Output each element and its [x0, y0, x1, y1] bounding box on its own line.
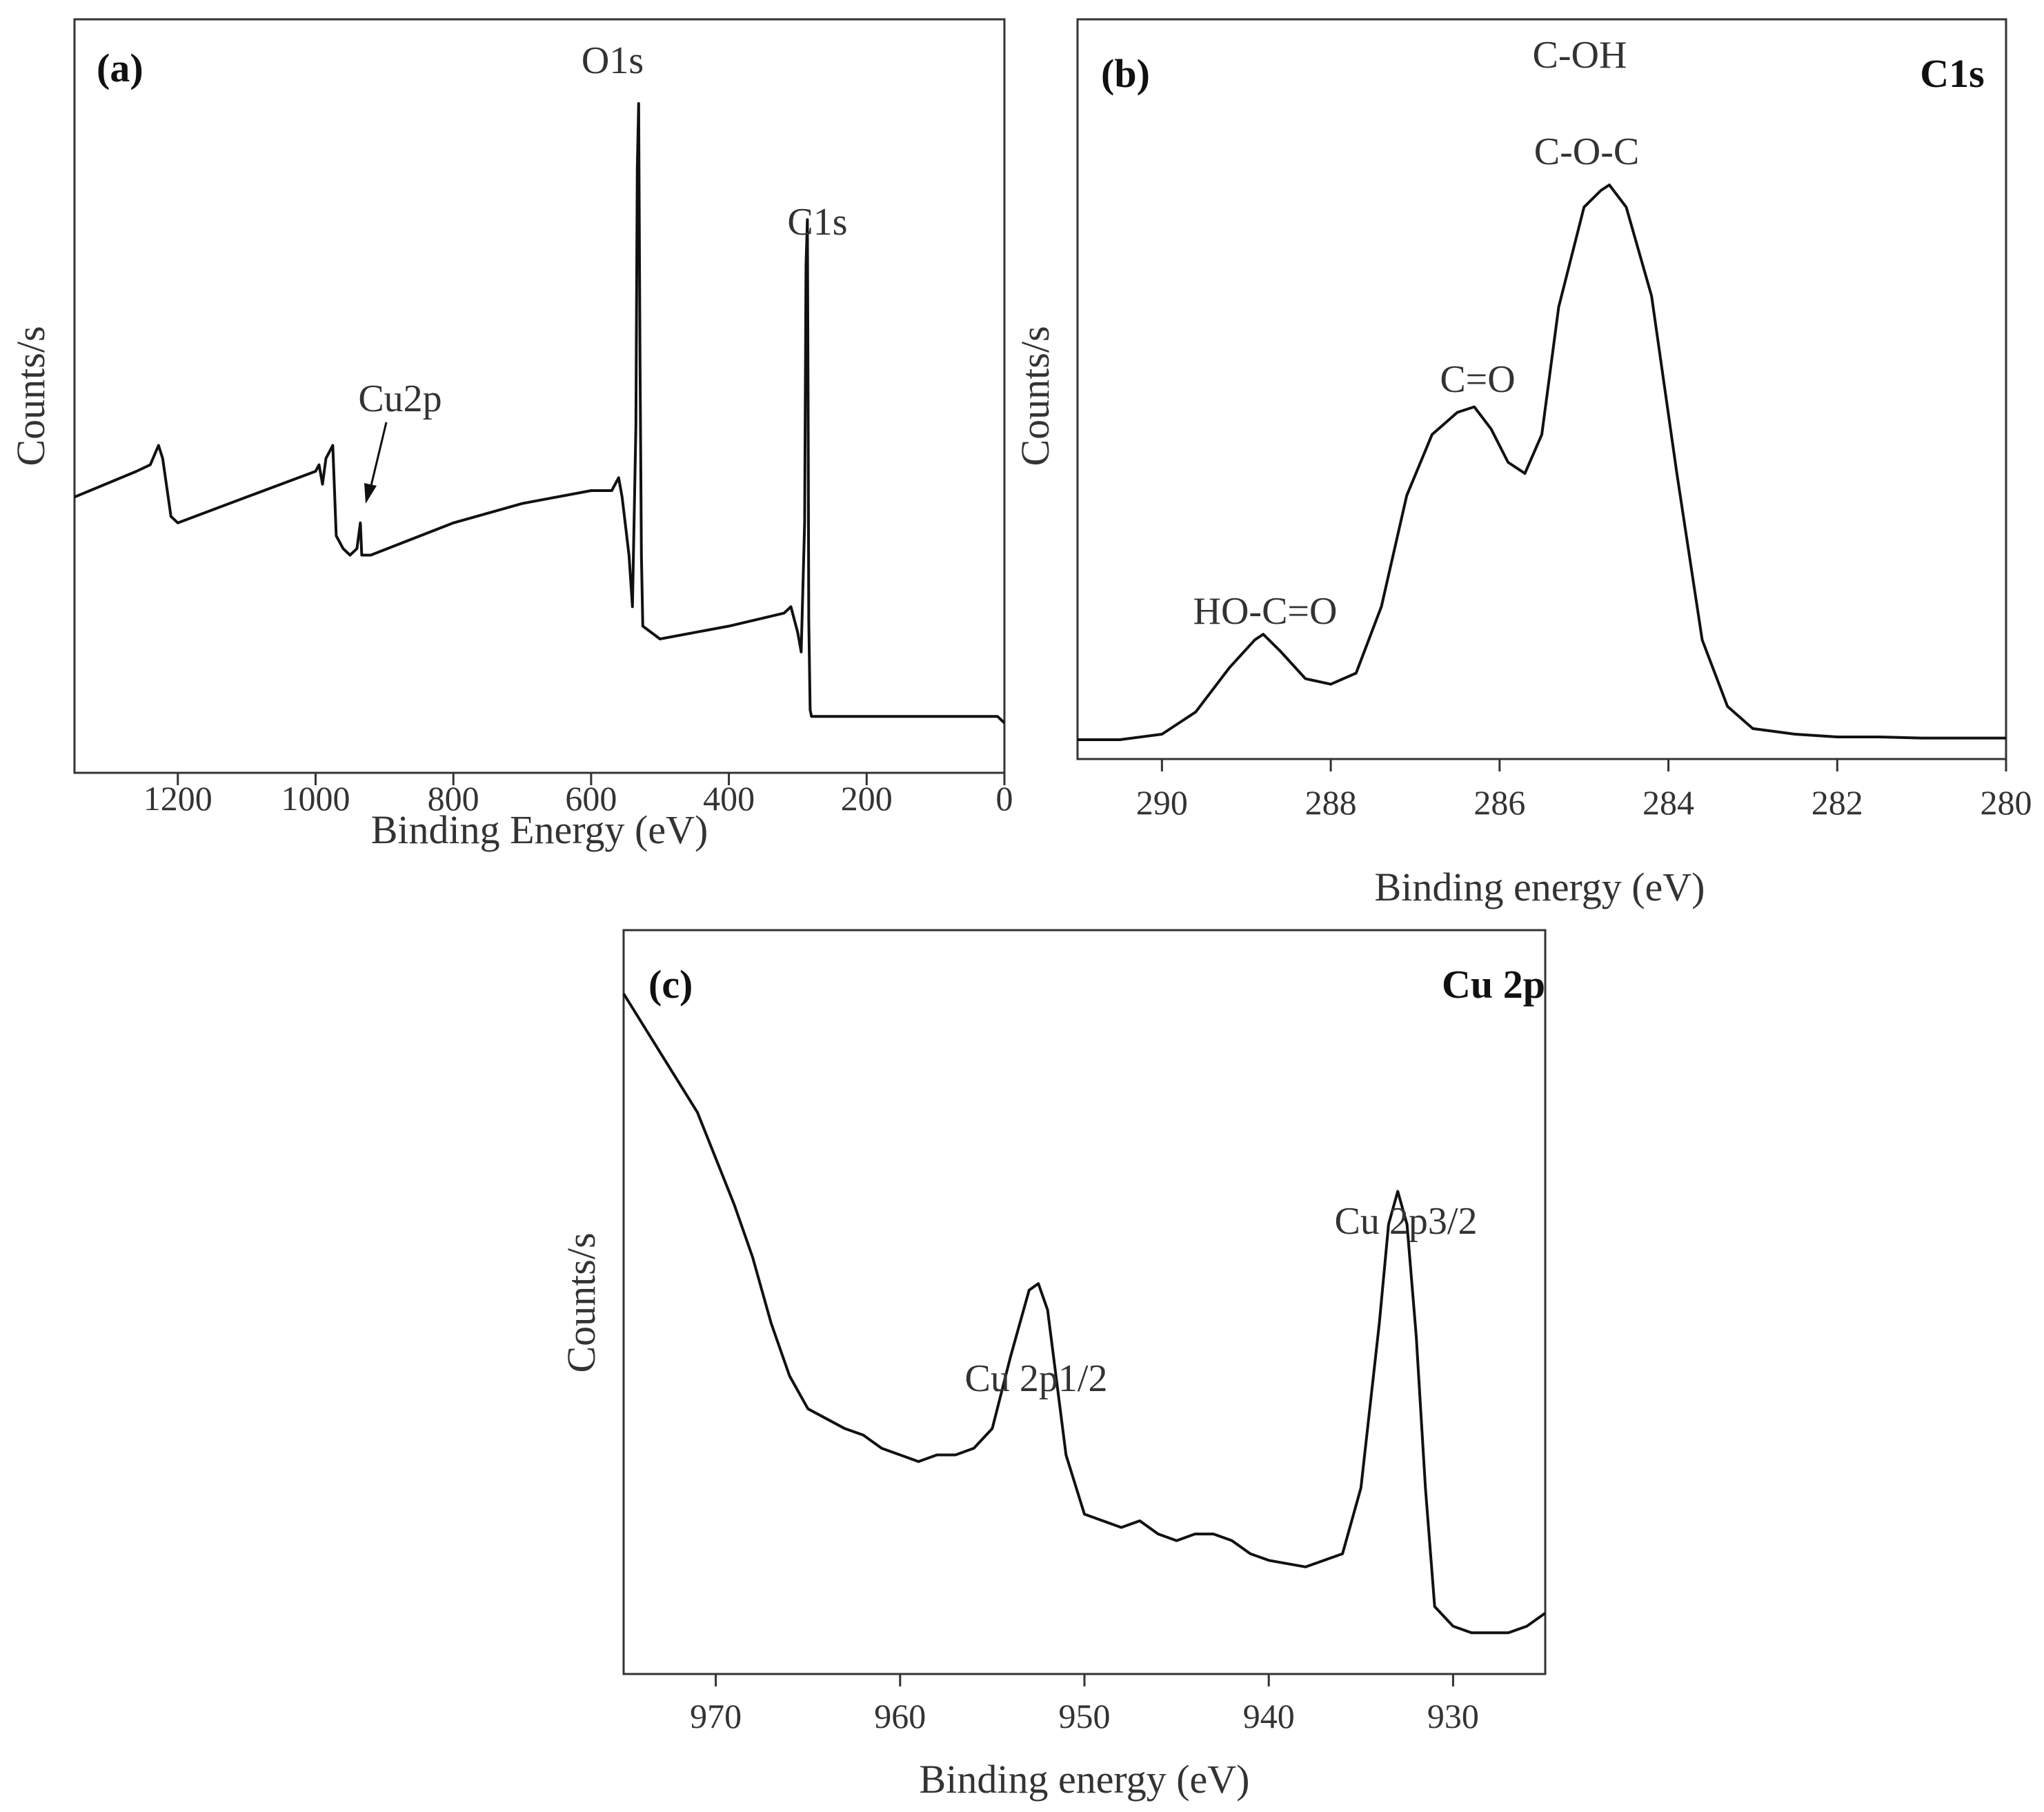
panel-a-xtick-label: 0 [996, 779, 1013, 818]
panel-b-ylabel: Counts/s [1013, 326, 1058, 466]
annot-cu2p: Cu2p [358, 377, 441, 420]
panel-a-label: (a) [97, 46, 143, 90]
panel-c-xtick-label: 950 [1059, 1697, 1111, 1735]
cu2p-arrow-line [368, 422, 388, 492]
annot-cu2p1-2: Cu 2p1/2 [965, 1357, 1108, 1400]
panel-b-xtick-label: 286 [1474, 783, 1525, 822]
panel-c-label: (c) [648, 962, 693, 1007]
panel-a-frame [73, 18, 1006, 774]
annot-cu2p3-2: Cu 2p3/2 [1335, 1200, 1478, 1243]
panel-a-ylabel: Counts/s [8, 326, 53, 466]
panel-a: 1200 1000 800 600 400 200 0 (a) Binding Energy… [8, 18, 1013, 852]
panel-a-xtick-label: 200 [841, 779, 893, 818]
annot-ho-c-eq-o: HO-C=O [1193, 590, 1338, 633]
panel-c-corner-title: Cu 2p [1442, 962, 1545, 1007]
panel-b-frame [1076, 18, 2007, 760]
panel-c-cu2p-line [622, 992, 1547, 1635]
panel-a-xlabel: Binding Energy (eV) [371, 807, 708, 852]
panel-a-xticks: 1200 1000 800 600 400 200 0 [143, 773, 1013, 818]
panel-a-xtick-label: 600 [565, 779, 617, 818]
annot-o1s: O1s [582, 39, 644, 82]
panel-b-xtick-label: 280 [1981, 783, 2032, 822]
panel-c-xticks: 970 960 950 940 930 [690, 1674, 1479, 1735]
annot-c-o-c: C-O-C [1534, 130, 1639, 173]
panel-a-survey-line [74, 102, 1006, 725]
panel-a-xtick-label: 400 [703, 779, 755, 818]
annot-c-eq-o: C=O [1440, 358, 1515, 401]
panel-b-xtick-label: 288 [1305, 783, 1357, 822]
panel-c: 970 960 950 940 930 (c) Cu 2p Binding energy… [559, 929, 1547, 1802]
annot-c-oh: C-OH [1533, 34, 1627, 77]
panel-b-xtick-label: 284 [1643, 783, 1694, 822]
panel-b-xtick-label: 290 [1136, 783, 1188, 822]
panel-b: 290 288 286 284 282 280 (b) C1s Binding energ… [1013, 18, 2032, 909]
panel-c-ylabel: Counts/s [559, 1232, 604, 1372]
cu2p-arrow-head [364, 483, 377, 504]
panel-c-xtick-label: 960 [874, 1697, 926, 1735]
panel-a-xtick-label: 1200 [143, 779, 212, 818]
panel-b-corner-title: C1s [1920, 51, 1984, 96]
panel-c-xlabel: Binding energy (eV) [920, 1757, 1250, 1802]
panel-c-frame [622, 929, 1547, 1675]
panel-b-label: (b) [1101, 51, 1150, 96]
panel-b-xlabel: Binding energy (eV) [1375, 865, 1705, 909]
panel-b-xticks: 290 288 286 284 282 280 [1136, 759, 2032, 822]
panel-a-xtick-label: 800 [428, 779, 479, 818]
panel-c-xtick-label: 930 [1427, 1697, 1479, 1735]
panel-c-xtick-label: 970 [690, 1697, 742, 1735]
panel-b-xtick-label: 282 [1812, 783, 1863, 822]
panel-c-xtick-label: 940 [1243, 1697, 1295, 1735]
annot-c1s: C1s [787, 201, 847, 244]
panel-a-xtick-label: 1000 [281, 779, 350, 818]
panel-b-c1s-line [1078, 184, 2006, 741]
